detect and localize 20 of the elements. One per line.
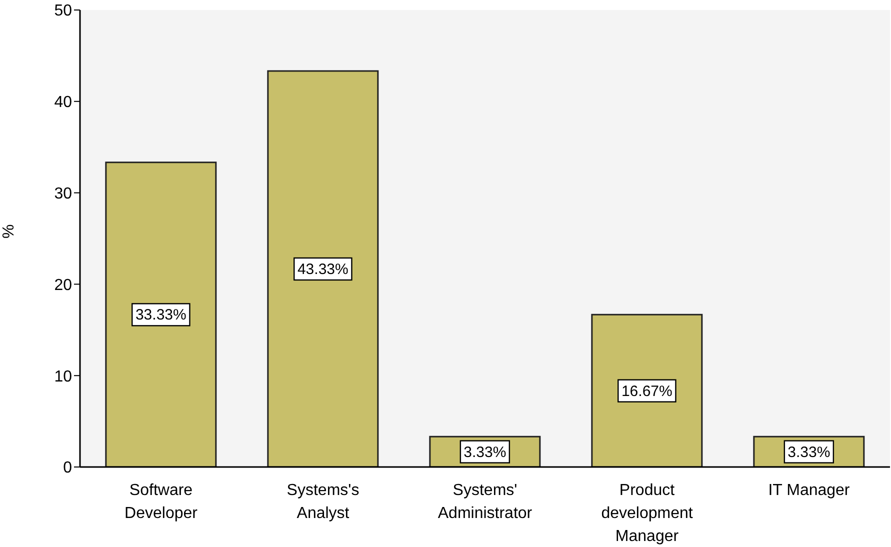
x-tick-label: IT Manager	[768, 482, 850, 499]
bar	[105, 162, 217, 467]
y-tick-label: 10	[54, 368, 72, 386]
y-tick-label: 40	[54, 94, 72, 112]
data-label: 16.67%	[621, 382, 672, 400]
y-axis-title: %	[0, 224, 18, 238]
bar	[267, 70, 379, 467]
y-tick-label: 30	[54, 185, 72, 202]
data-label: 3.33%	[788, 444, 830, 461]
x-tick-label: Product development Manager	[601, 482, 694, 545]
x-tick-label: Systems' Administrator	[438, 482, 533, 522]
data-label: 43.33%	[297, 260, 348, 278]
bar	[591, 314, 703, 467]
data-label: 3.33%	[464, 444, 506, 461]
x-tick-label: Software Developer	[124, 482, 198, 522]
y-tick-label: 20	[54, 276, 72, 294]
y-tick-label: 0	[63, 460, 72, 477]
data-label: 33.33%	[135, 306, 186, 324]
y-tick-label: 50	[54, 2, 72, 20]
x-tick-label: Systems's Analyst	[286, 482, 360, 522]
